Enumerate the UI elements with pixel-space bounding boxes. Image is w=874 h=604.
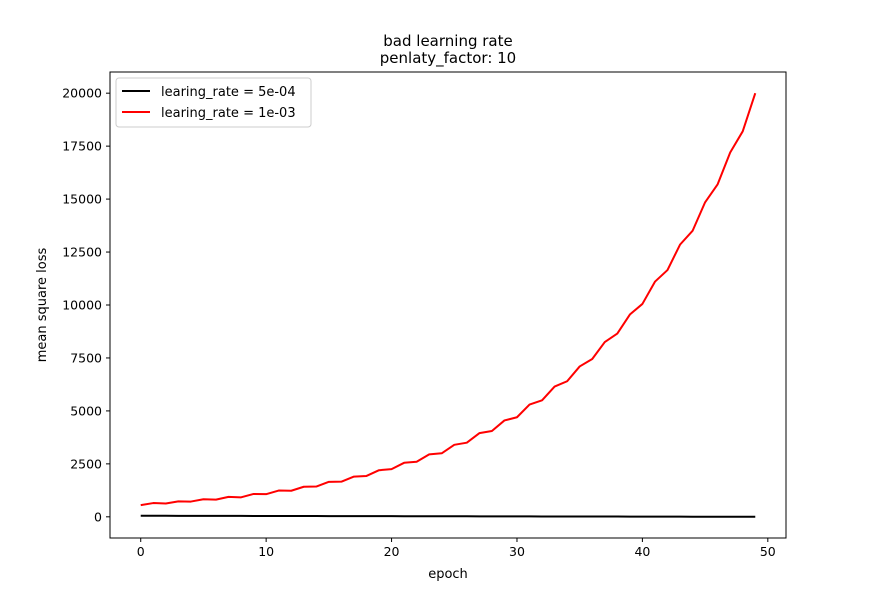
x-tick-label: 30: [509, 544, 525, 559]
y-tick-label: 0: [94, 509, 102, 524]
series-line-1: [140, 514, 756, 518]
y-tick-label: 7500: [70, 350, 102, 365]
chart-title: bad learning rate: [383, 32, 512, 50]
y-tick-label: 17500: [62, 139, 102, 154]
y-tick-label: 5000: [70, 403, 102, 418]
y-tick-label: 20000: [62, 86, 102, 101]
legend-label-series-1: learing_rate = 5e-04: [161, 85, 296, 100]
series-layer: [140, 92, 757, 518]
y-tick-label: 2500: [70, 456, 102, 471]
x-axis-ticks: 0 10 20 30 40 50: [137, 538, 776, 559]
legend-box: [115, 77, 312, 128]
x-tick-label: 20: [384, 544, 400, 559]
y-tick-label: 10000: [62, 298, 102, 313]
legend: learing_rate = 5e-04 learing_rate = 1e-0…: [115, 77, 312, 128]
y-axis-label: mean square loss: [35, 248, 50, 363]
chart-subtitle: penlaty_factor: 10: [380, 49, 516, 68]
x-tick-label: 50: [760, 544, 776, 559]
x-axis-label: epoch: [428, 567, 468, 582]
y-tick-label: 15000: [62, 192, 102, 207]
x-tick-label: 10: [258, 544, 274, 559]
series-line-2: [140, 92, 757, 507]
x-tick-label: 40: [634, 544, 650, 559]
y-tick-label: 12500: [62, 245, 102, 260]
y-axis-ticks: 0 2500 5000 7500 10000 12500 15000 17500 20000: [62, 86, 110, 524]
plot-area-frame: [109, 71, 787, 539]
x-tick-label: 0: [137, 544, 145, 559]
legend-label-series-2: learing_rate = 1e-03: [161, 106, 296, 121]
